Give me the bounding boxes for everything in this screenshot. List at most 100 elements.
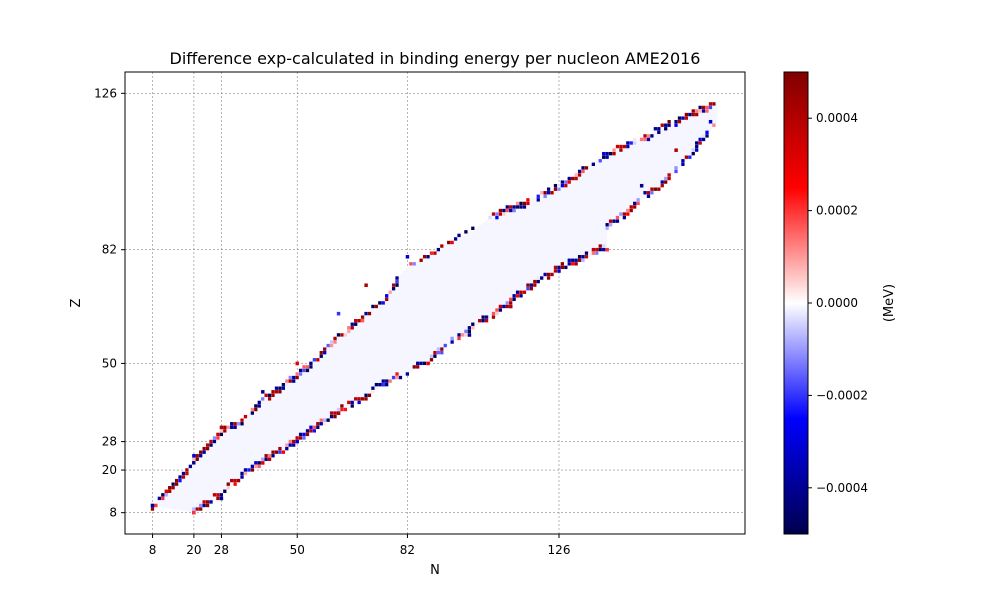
heatmap-cell <box>705 130 709 135</box>
heatmap-cell <box>226 486 230 490</box>
heatmap-cell <box>398 375 403 380</box>
heatmap-cell <box>250 411 254 415</box>
valley-fill <box>152 103 718 513</box>
heatmap-cell <box>185 471 189 476</box>
heatmap-cell <box>498 304 502 309</box>
heatmap-cell <box>608 151 613 156</box>
heatmap-cell <box>619 148 623 152</box>
heatmap-cell <box>567 176 571 181</box>
heatmap-cell <box>608 223 613 227</box>
heatmap-cell <box>254 407 258 412</box>
heatmap-cell <box>636 201 640 206</box>
heatmap-cell <box>405 255 410 259</box>
heatmap-cell <box>354 397 358 401</box>
heatmap-cell <box>295 372 299 376</box>
heatmap-cell <box>199 450 203 454</box>
heatmap-cell <box>557 187 561 191</box>
heatmap-cell <box>422 361 427 366</box>
heatmap-cell <box>343 333 347 337</box>
heatmap-cell <box>502 212 506 216</box>
heatmap-cell <box>202 450 206 454</box>
heatmap-cell <box>378 382 382 387</box>
heatmap-cell <box>705 105 709 110</box>
heatmap-cell <box>333 340 337 344</box>
heatmap-cell <box>688 112 692 117</box>
heatmap-cell <box>440 244 444 248</box>
y-tick-label: 50 <box>102 356 117 370</box>
colorbar-label: (MeV) <box>882 284 897 322</box>
heatmap-cell <box>271 450 275 454</box>
heatmap-cell <box>681 159 685 163</box>
heatmap-cell <box>560 183 564 188</box>
heatmap-cell <box>695 148 699 152</box>
heatmap-cell <box>584 255 589 259</box>
heatmap-cell <box>633 141 637 145</box>
heatmap-cell <box>577 255 582 259</box>
heatmap-cell <box>533 283 537 287</box>
heatmap-cell <box>305 432 310 437</box>
heatmap-cell <box>708 119 713 124</box>
heatmap-cell <box>278 390 282 394</box>
heatmap-cell <box>202 503 206 508</box>
heatmap-cell <box>626 208 630 213</box>
heatmap-cell <box>281 386 285 390</box>
heatmap-cell <box>450 340 454 344</box>
heatmap-cell <box>433 251 437 255</box>
colorbar-gradient <box>783 71 809 535</box>
heatmap-cell <box>336 311 341 316</box>
x-tick-label: 126 <box>548 543 571 557</box>
heatmap-cell <box>192 461 196 465</box>
y-axis-label: Z <box>69 298 84 307</box>
heatmap-cell <box>261 397 265 401</box>
heatmap-cell <box>491 315 496 319</box>
x-tick-label: 20 <box>186 543 201 557</box>
heatmap-cell <box>467 333 472 337</box>
heatmap-cell <box>650 191 654 195</box>
heatmap-cell <box>381 379 385 383</box>
heatmap-cell <box>509 205 513 209</box>
heatmap-cell <box>564 183 568 188</box>
heatmap-cell <box>219 493 223 497</box>
heatmap-cell <box>574 173 578 177</box>
heatmap-cell <box>550 191 554 195</box>
heatmap-cell <box>664 176 668 181</box>
heatmap-cell <box>205 446 210 451</box>
heatmap-cell <box>312 425 316 429</box>
heatmap-cell <box>546 276 551 280</box>
heatmap-cell <box>546 187 551 191</box>
heatmap-cell <box>388 379 392 383</box>
heatmap-cell <box>650 187 654 191</box>
heatmap-cell <box>646 194 651 198</box>
heatmap-cell <box>491 311 496 316</box>
heatmap-cell <box>464 230 468 234</box>
heatmap-cell <box>391 283 396 287</box>
heatmap-cell <box>371 390 375 394</box>
heatmap-cell <box>429 358 434 362</box>
heatmap-cell <box>340 404 344 408</box>
heatmap-cell <box>450 336 454 341</box>
heatmap-cell <box>257 404 261 408</box>
heatmap-cell <box>371 304 375 309</box>
heatmap-cell <box>622 215 626 220</box>
heatmap-cell <box>388 290 392 294</box>
heatmap-cell <box>450 240 454 245</box>
heatmap-cell <box>667 176 671 181</box>
heatmap-cell <box>471 326 475 330</box>
heatmap-cell <box>319 418 323 422</box>
heatmap-cell <box>171 486 175 490</box>
heatmap-cell <box>643 134 647 138</box>
heatmap-cell <box>698 105 702 110</box>
heatmap-cell <box>677 119 682 124</box>
heatmap-cell <box>367 311 372 316</box>
heatmap-cell <box>543 191 547 195</box>
heatmap-cell <box>264 393 268 397</box>
heatmap-cell <box>292 443 296 447</box>
heatmap-cell <box>639 137 644 142</box>
heatmap-cell <box>422 255 427 259</box>
heatmap-cell <box>174 478 179 483</box>
heatmap-cell <box>602 155 606 159</box>
heatmap-cell <box>701 105 706 110</box>
heatmap-cell <box>571 258 575 262</box>
heatmap-cell <box>626 141 630 145</box>
heatmap-cell <box>364 283 368 288</box>
